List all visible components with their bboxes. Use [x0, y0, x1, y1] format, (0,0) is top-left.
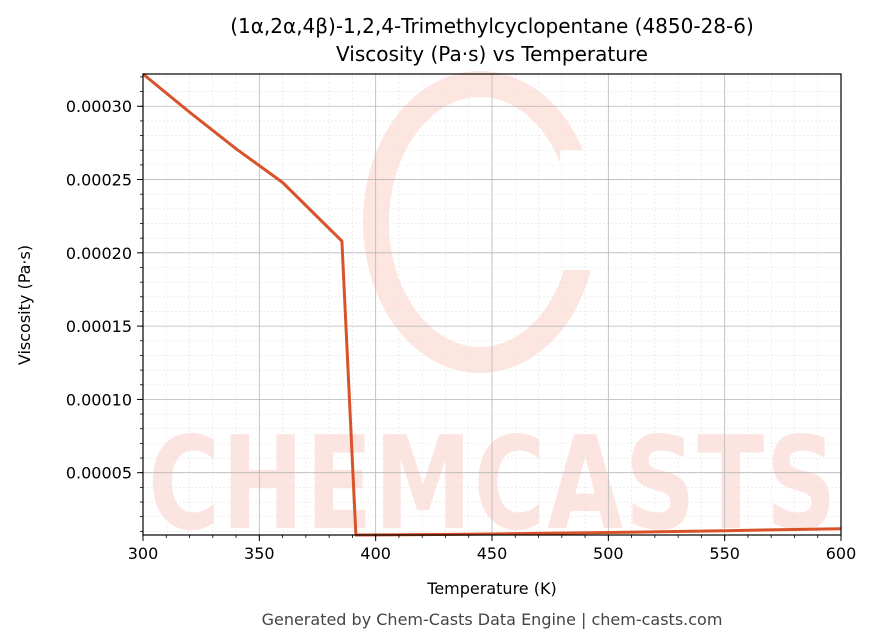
y-tick-label: 0.00025	[66, 171, 132, 190]
x-tick-label: 550	[709, 544, 740, 563]
chart-subtitle: Viscosity (Pa·s) vs Temperature	[336, 42, 648, 66]
y-tick-label: 0.00010	[66, 390, 132, 409]
x-tick-label: 450	[477, 544, 508, 563]
y-tick-label: 0.00005	[66, 464, 132, 483]
y-axis-label: Viscosity (Pa·s)	[15, 245, 34, 365]
footer-credit: Generated by Chem-Casts Data Engine | ch…	[262, 610, 723, 629]
watermark-text: CHEMCASTS	[148, 410, 838, 559]
y-tick-label: 0.00030	[66, 97, 132, 116]
major-grid	[142, 74, 842, 535]
y-tick-label: 0.00020	[66, 244, 132, 263]
x-tick-label: 300	[128, 544, 159, 563]
x-tick-label: 600	[826, 544, 857, 563]
y-tick-label: 0.00015	[66, 317, 132, 336]
axis-ticks	[137, 76, 842, 541]
x-tick-label: 400	[360, 544, 391, 563]
x-tick-labels: 300 350 400 450 500 550 600	[128, 544, 857, 563]
x-tick-label: 500	[593, 544, 624, 563]
chart-title: (1α,2α,4β)-1,2,4-Trimethylcyclopentane (…	[230, 14, 754, 38]
y-tick-labels: 0.00005 0.00010 0.00015 0.00020 0.00025 0.000…	[66, 97, 132, 482]
x-axis-label: Temperature (K)	[426, 579, 556, 598]
x-tick-label: 350	[244, 544, 275, 563]
